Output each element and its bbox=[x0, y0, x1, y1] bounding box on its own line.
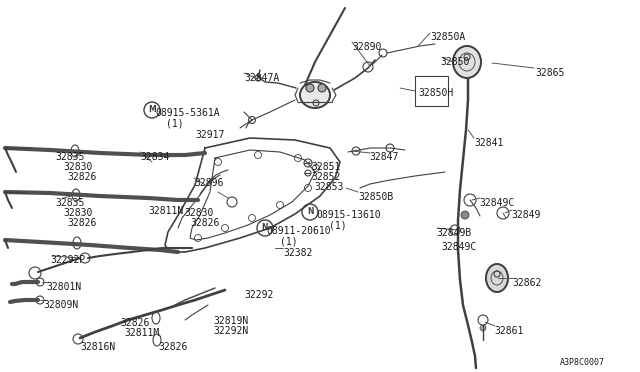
Circle shape bbox=[144, 102, 160, 118]
Text: 32811M: 32811M bbox=[124, 328, 159, 338]
Text: 32819N: 32819N bbox=[213, 316, 248, 326]
Text: 32850H: 32850H bbox=[418, 88, 453, 98]
Text: 32826: 32826 bbox=[120, 318, 149, 328]
Text: 32849C: 32849C bbox=[441, 242, 476, 252]
Text: 32835: 32835 bbox=[55, 198, 84, 208]
Circle shape bbox=[306, 84, 314, 92]
Text: 32849C: 32849C bbox=[479, 198, 515, 208]
Text: N: N bbox=[262, 224, 268, 232]
Text: 08915-5361A: 08915-5361A bbox=[155, 108, 220, 118]
Text: 32835: 32835 bbox=[55, 152, 84, 162]
Text: 32850: 32850 bbox=[440, 57, 469, 67]
Text: 32826: 32826 bbox=[67, 218, 97, 228]
Text: 32851: 32851 bbox=[311, 162, 340, 172]
Text: 32847A: 32847A bbox=[244, 73, 279, 83]
Text: 32896: 32896 bbox=[194, 178, 223, 188]
Text: 32861: 32861 bbox=[494, 326, 524, 336]
Text: 32850A: 32850A bbox=[430, 32, 465, 42]
Ellipse shape bbox=[486, 264, 508, 292]
Text: 32292P: 32292P bbox=[50, 255, 85, 265]
Text: 08915-13610: 08915-13610 bbox=[316, 210, 381, 220]
Text: 32826: 32826 bbox=[158, 342, 188, 352]
Text: 32850B: 32850B bbox=[358, 192, 393, 202]
Text: N: N bbox=[307, 208, 313, 217]
Text: 32917: 32917 bbox=[195, 130, 225, 140]
Circle shape bbox=[480, 325, 486, 331]
Text: 32865: 32865 bbox=[535, 68, 564, 78]
Text: 32382: 32382 bbox=[283, 248, 312, 258]
Text: 32830: 32830 bbox=[63, 208, 92, 218]
Text: 32862: 32862 bbox=[512, 278, 541, 288]
Circle shape bbox=[318, 84, 326, 92]
Text: 32849: 32849 bbox=[511, 210, 540, 220]
Text: 32834: 32834 bbox=[140, 152, 170, 162]
Ellipse shape bbox=[300, 82, 330, 108]
Text: 32841: 32841 bbox=[474, 138, 504, 148]
Text: 32811N: 32811N bbox=[148, 206, 183, 216]
Text: (1): (1) bbox=[280, 236, 298, 246]
Text: 32801N: 32801N bbox=[46, 282, 81, 292]
Text: 32847: 32847 bbox=[369, 152, 398, 162]
Text: 32292: 32292 bbox=[244, 290, 273, 300]
Text: A3P8C0007: A3P8C0007 bbox=[560, 358, 605, 367]
Text: (1): (1) bbox=[166, 118, 184, 128]
Text: (1): (1) bbox=[329, 220, 347, 230]
Text: 08911-20610: 08911-20610 bbox=[266, 226, 331, 236]
Text: M: M bbox=[148, 106, 156, 115]
Text: 32852: 32852 bbox=[311, 172, 340, 182]
Ellipse shape bbox=[453, 46, 481, 78]
Text: 32816N: 32816N bbox=[80, 342, 115, 352]
Text: 32849B: 32849B bbox=[436, 228, 471, 238]
Text: 32830: 32830 bbox=[184, 208, 213, 218]
Text: 32826: 32826 bbox=[190, 218, 220, 228]
Text: 32826: 32826 bbox=[67, 172, 97, 182]
Circle shape bbox=[302, 204, 318, 220]
Text: 32830: 32830 bbox=[63, 162, 92, 172]
Text: 32292N: 32292N bbox=[213, 326, 248, 336]
Text: 32890: 32890 bbox=[352, 42, 381, 52]
Text: 32853: 32853 bbox=[314, 182, 344, 192]
Circle shape bbox=[461, 211, 469, 219]
Text: 32809N: 32809N bbox=[43, 300, 78, 310]
Circle shape bbox=[257, 220, 273, 236]
